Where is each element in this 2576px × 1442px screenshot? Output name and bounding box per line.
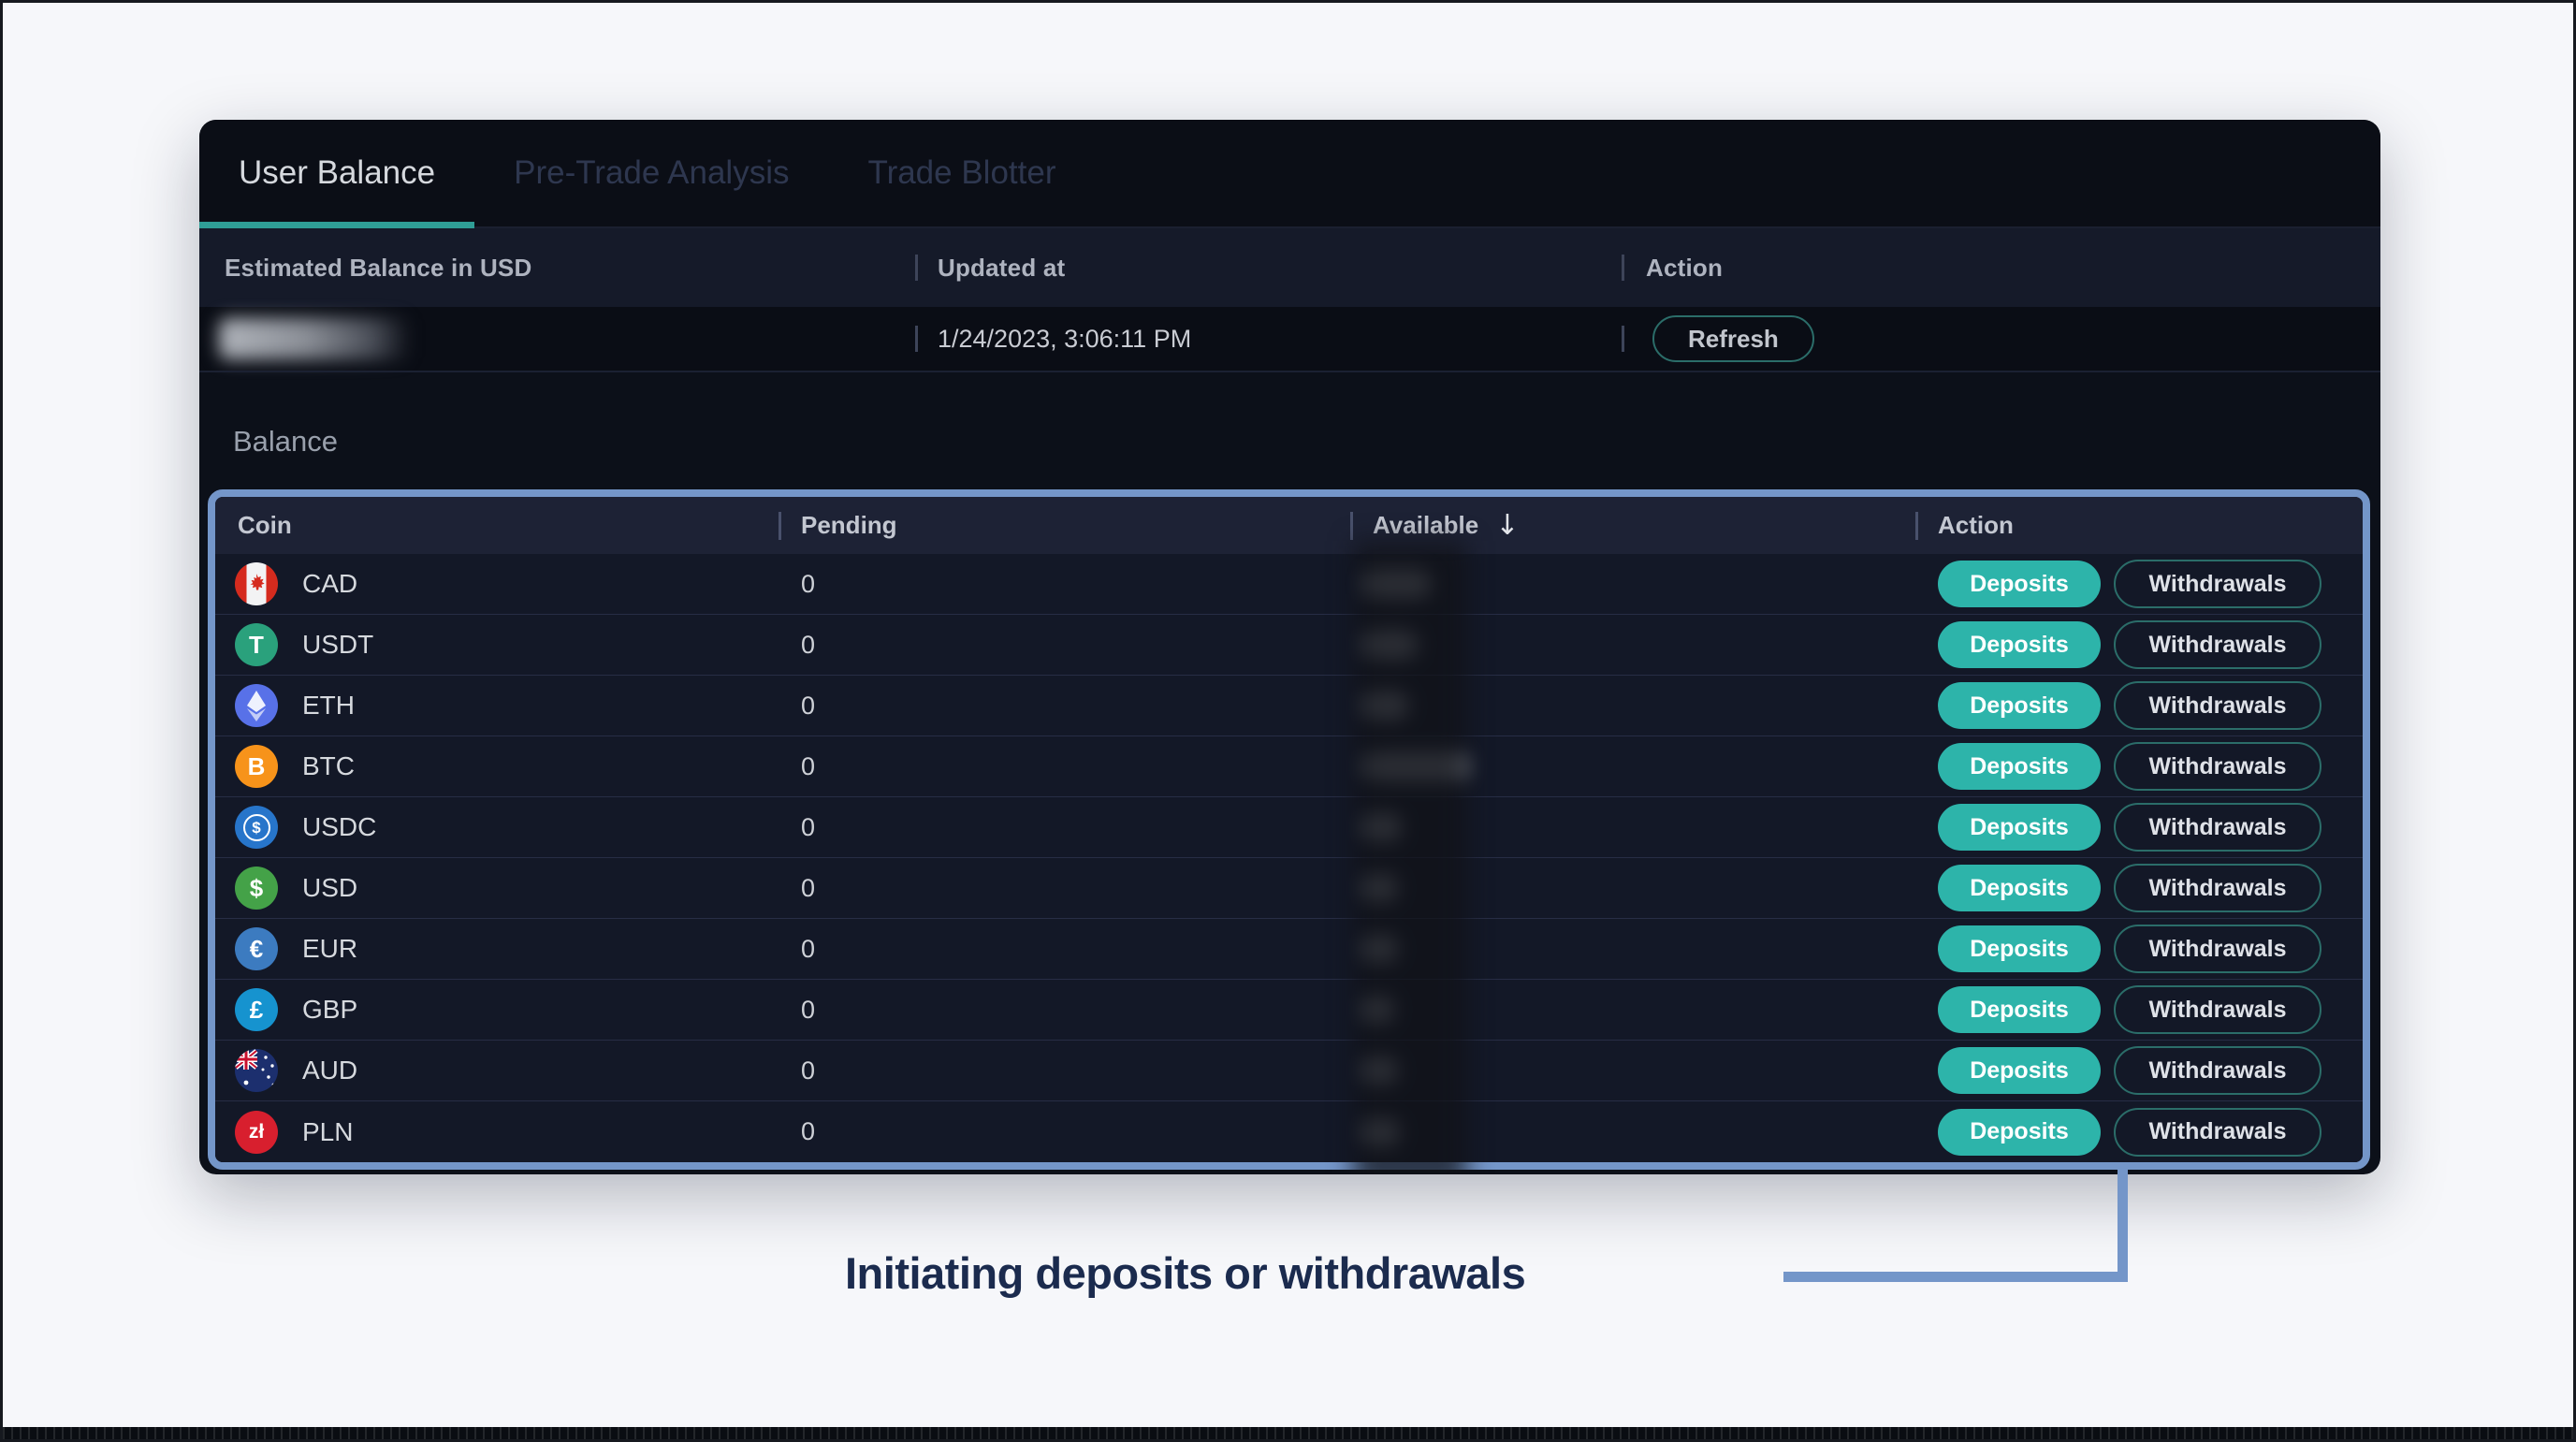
deposits-button[interactable]: Deposits xyxy=(1938,561,2101,607)
pending-value: 0 xyxy=(801,569,816,598)
redacted-available-value xyxy=(1364,751,1469,781)
australia-flag-icon xyxy=(235,1049,278,1092)
table-row: $ USD 0 Deposits Withdrawals xyxy=(215,858,2363,919)
summary-value-row: 1/24/2023, 3:06:11 PM Refresh xyxy=(199,307,2380,371)
withdrawals-button[interactable]: Withdrawals xyxy=(2114,925,2321,973)
tab-trade-blotter[interactable]: Trade Blotter xyxy=(867,154,1056,191)
withdrawals-button[interactable]: Withdrawals xyxy=(2114,864,2321,912)
refresh-button[interactable]: Refresh xyxy=(1652,315,1814,362)
bottom-edge-bar xyxy=(3,1427,2573,1439)
us-dollar-icon: $ xyxy=(235,867,278,910)
table-row: zł PLN 0 Deposits Withdrawals xyxy=(215,1101,2363,1162)
table-row: $ USDC 0 Deposits Withdrawals xyxy=(215,797,2363,858)
tab-user-balance[interactable]: User Balance xyxy=(199,120,475,228)
withdrawals-button[interactable]: Withdrawals xyxy=(2114,985,2321,1034)
sort-descending-icon[interactable] xyxy=(1495,509,1519,542)
estimated-balance-header: Estimated Balance in USD xyxy=(225,253,532,282)
redacted-available-value xyxy=(1364,812,1402,842)
pending-value: 0 xyxy=(801,1117,816,1145)
balance-table-body: CAD 0 Deposits Withdrawals T USDT 0 Depo… xyxy=(215,554,2363,1162)
withdrawals-button[interactable]: Withdrawals xyxy=(2114,681,2321,730)
summary-header-row: Estimated Balance in USD Updated at Acti… xyxy=(199,228,2380,307)
deposits-button[interactable]: Deposits xyxy=(1938,1108,2101,1156)
deposits-button[interactable]: Deposits xyxy=(1938,743,2101,790)
coin-code: CAD xyxy=(302,569,358,598)
tether-icon: T xyxy=(235,623,278,666)
table-row: B BTC 0 Deposits Withdrawals xyxy=(215,736,2363,797)
withdrawals-button[interactable]: Withdrawals xyxy=(2114,1046,2321,1095)
withdrawals-button[interactable]: Withdrawals xyxy=(2114,1107,2321,1157)
redacted-available-value xyxy=(1364,691,1409,721)
balance-table-header: Coin Pending Available Action xyxy=(215,497,2363,554)
pending-value: 0 xyxy=(801,630,816,659)
pending-value: 0 xyxy=(801,1056,816,1085)
coin-code: PLN xyxy=(302,1116,354,1146)
table-row: CAD 0 Deposits Withdrawals xyxy=(215,554,2363,615)
divider xyxy=(199,371,2380,372)
pending-value: 0 xyxy=(801,934,816,963)
canada-flag-icon xyxy=(235,562,278,605)
deposits-button[interactable]: Deposits xyxy=(1938,1047,2101,1094)
coin-code: BTC xyxy=(302,751,355,780)
redacted-available-value xyxy=(1364,873,1398,903)
tab-pre-trade-analysis[interactable]: Pre-Trade Analysis xyxy=(514,154,790,191)
euro-icon: € xyxy=(235,927,278,970)
table-row: £ GBP 0 Deposits Withdrawals xyxy=(215,980,2363,1041)
usd-coin-icon: $ xyxy=(235,806,278,849)
polish-zloty-icon: zł xyxy=(235,1110,278,1154)
coin-code: ETH xyxy=(302,691,355,720)
table-row: AUD 0 Deposits Withdrawals xyxy=(215,1041,2363,1101)
deposits-button[interactable]: Deposits xyxy=(1938,621,2101,668)
british-pound-icon: £ xyxy=(235,988,278,1031)
redacted-available-value xyxy=(1364,934,1398,964)
coin-code: USDC xyxy=(302,812,377,841)
pending-value: 0 xyxy=(801,751,816,780)
deposits-button[interactable]: Deposits xyxy=(1938,925,2101,972)
coin-code: USD xyxy=(302,873,358,902)
column-header-coin: Coin xyxy=(238,511,292,539)
user-balance-panel: User Balance Pre-Trade Analysis Trade Bl… xyxy=(199,120,2380,1174)
annotation-label: Initiating deposits or withdrawals xyxy=(845,1248,1526,1298)
table-row: T USDT 0 Deposits Withdrawals xyxy=(215,615,2363,676)
deposits-button[interactable]: Deposits xyxy=(1938,682,2101,729)
withdrawals-button[interactable]: Withdrawals xyxy=(2114,620,2321,669)
deposits-button[interactable]: Deposits xyxy=(1938,986,2101,1033)
deposits-button[interactable]: Deposits xyxy=(1938,804,2101,851)
column-header-action: Action xyxy=(1915,497,2363,554)
updated-at-header: Updated at xyxy=(938,253,1066,282)
coin-code: EUR xyxy=(302,934,358,963)
pending-value: 0 xyxy=(801,873,816,902)
annotation-connector-horizontal xyxy=(1783,1272,2128,1282)
redacted-balance-value xyxy=(219,318,411,359)
ethereum-icon xyxy=(235,684,278,727)
bitcoin-icon: B xyxy=(235,745,278,788)
pending-value: 0 xyxy=(801,995,816,1024)
table-row: ETH 0 Deposits Withdrawals xyxy=(215,676,2363,736)
redacted-available-value xyxy=(1364,569,1432,599)
deposits-button[interactable]: Deposits xyxy=(1938,865,2101,911)
tab-bar: User Balance Pre-Trade Analysis Trade Bl… xyxy=(199,120,2380,228)
withdrawals-button[interactable]: Withdrawals xyxy=(2114,560,2321,608)
balance-table: Coin Pending Available Action CAD 0 xyxy=(208,489,2370,1170)
updated-at-value: 1/24/2023, 3:06:11 PM xyxy=(938,324,1192,353)
coin-code: GBP xyxy=(302,995,358,1024)
redacted-available-value xyxy=(1364,1056,1398,1085)
action-header: Action xyxy=(1646,253,1724,282)
withdrawals-button[interactable]: Withdrawals xyxy=(2114,742,2321,791)
table-row: € EUR 0 Deposits Withdrawals xyxy=(215,919,2363,980)
coin-code: AUD xyxy=(302,1056,358,1085)
redacted-available-value xyxy=(1364,630,1419,660)
annotation-connector-vertical xyxy=(2118,1170,2128,1282)
coin-code: USDT xyxy=(302,630,374,659)
balance-section-title: Balance xyxy=(233,425,339,458)
pending-value: 0 xyxy=(801,812,816,841)
withdrawals-button[interactable]: Withdrawals xyxy=(2114,803,2321,852)
column-header-pending: Pending xyxy=(779,497,1350,554)
redacted-available-value xyxy=(1364,1116,1400,1147)
redacted-available-value xyxy=(1364,995,1394,1025)
pending-value: 0 xyxy=(801,691,816,720)
column-header-available[interactable]: Available xyxy=(1350,497,1915,554)
